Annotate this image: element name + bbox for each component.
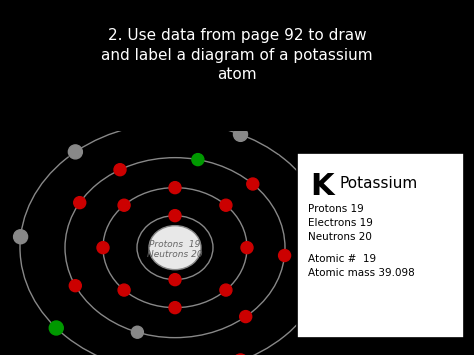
Circle shape — [169, 210, 181, 222]
Circle shape — [118, 199, 130, 211]
Text: Atomic #  19: Atomic # 19 — [308, 254, 376, 264]
Text: Potassium: Potassium — [340, 176, 418, 191]
Circle shape — [74, 197, 86, 209]
Circle shape — [279, 250, 291, 262]
Text: Protons  19: Protons 19 — [149, 240, 201, 249]
Circle shape — [240, 311, 252, 323]
Text: Protons 19: Protons 19 — [308, 204, 364, 214]
Circle shape — [169, 274, 181, 286]
Circle shape — [69, 280, 82, 292]
Circle shape — [169, 182, 181, 193]
Circle shape — [247, 178, 259, 190]
Circle shape — [114, 164, 126, 176]
Circle shape — [97, 242, 109, 254]
Text: K: K — [18, 143, 37, 167]
Text: Electrons: Electrons — [231, 153, 279, 163]
Circle shape — [118, 284, 130, 296]
Circle shape — [302, 303, 316, 317]
Ellipse shape — [149, 226, 201, 270]
Text: 2. Use data from page 92 to draw
and label a diagram of a potassium
atom: 2. Use data from page 92 to draw and lab… — [101, 28, 373, 82]
Text: K: K — [310, 172, 334, 201]
Circle shape — [14, 230, 27, 244]
Text: Atomic mass 39.098: Atomic mass 39.098 — [308, 268, 415, 278]
Circle shape — [314, 198, 328, 212]
Circle shape — [220, 284, 232, 296]
Text: Neutrons 20: Neutrons 20 — [147, 250, 203, 259]
Circle shape — [234, 354, 247, 355]
Circle shape — [234, 127, 247, 141]
Circle shape — [241, 242, 253, 254]
Circle shape — [68, 145, 82, 159]
Text: Neutrons 20: Neutrons 20 — [308, 232, 372, 242]
Circle shape — [49, 321, 63, 335]
Circle shape — [131, 326, 143, 338]
Circle shape — [192, 154, 204, 166]
Circle shape — [220, 199, 232, 211]
Circle shape — [169, 302, 181, 314]
FancyBboxPatch shape — [297, 153, 464, 338]
Text: Potassium: Potassium — [50, 146, 128, 162]
Text: Electrons 19: Electrons 19 — [308, 218, 373, 228]
